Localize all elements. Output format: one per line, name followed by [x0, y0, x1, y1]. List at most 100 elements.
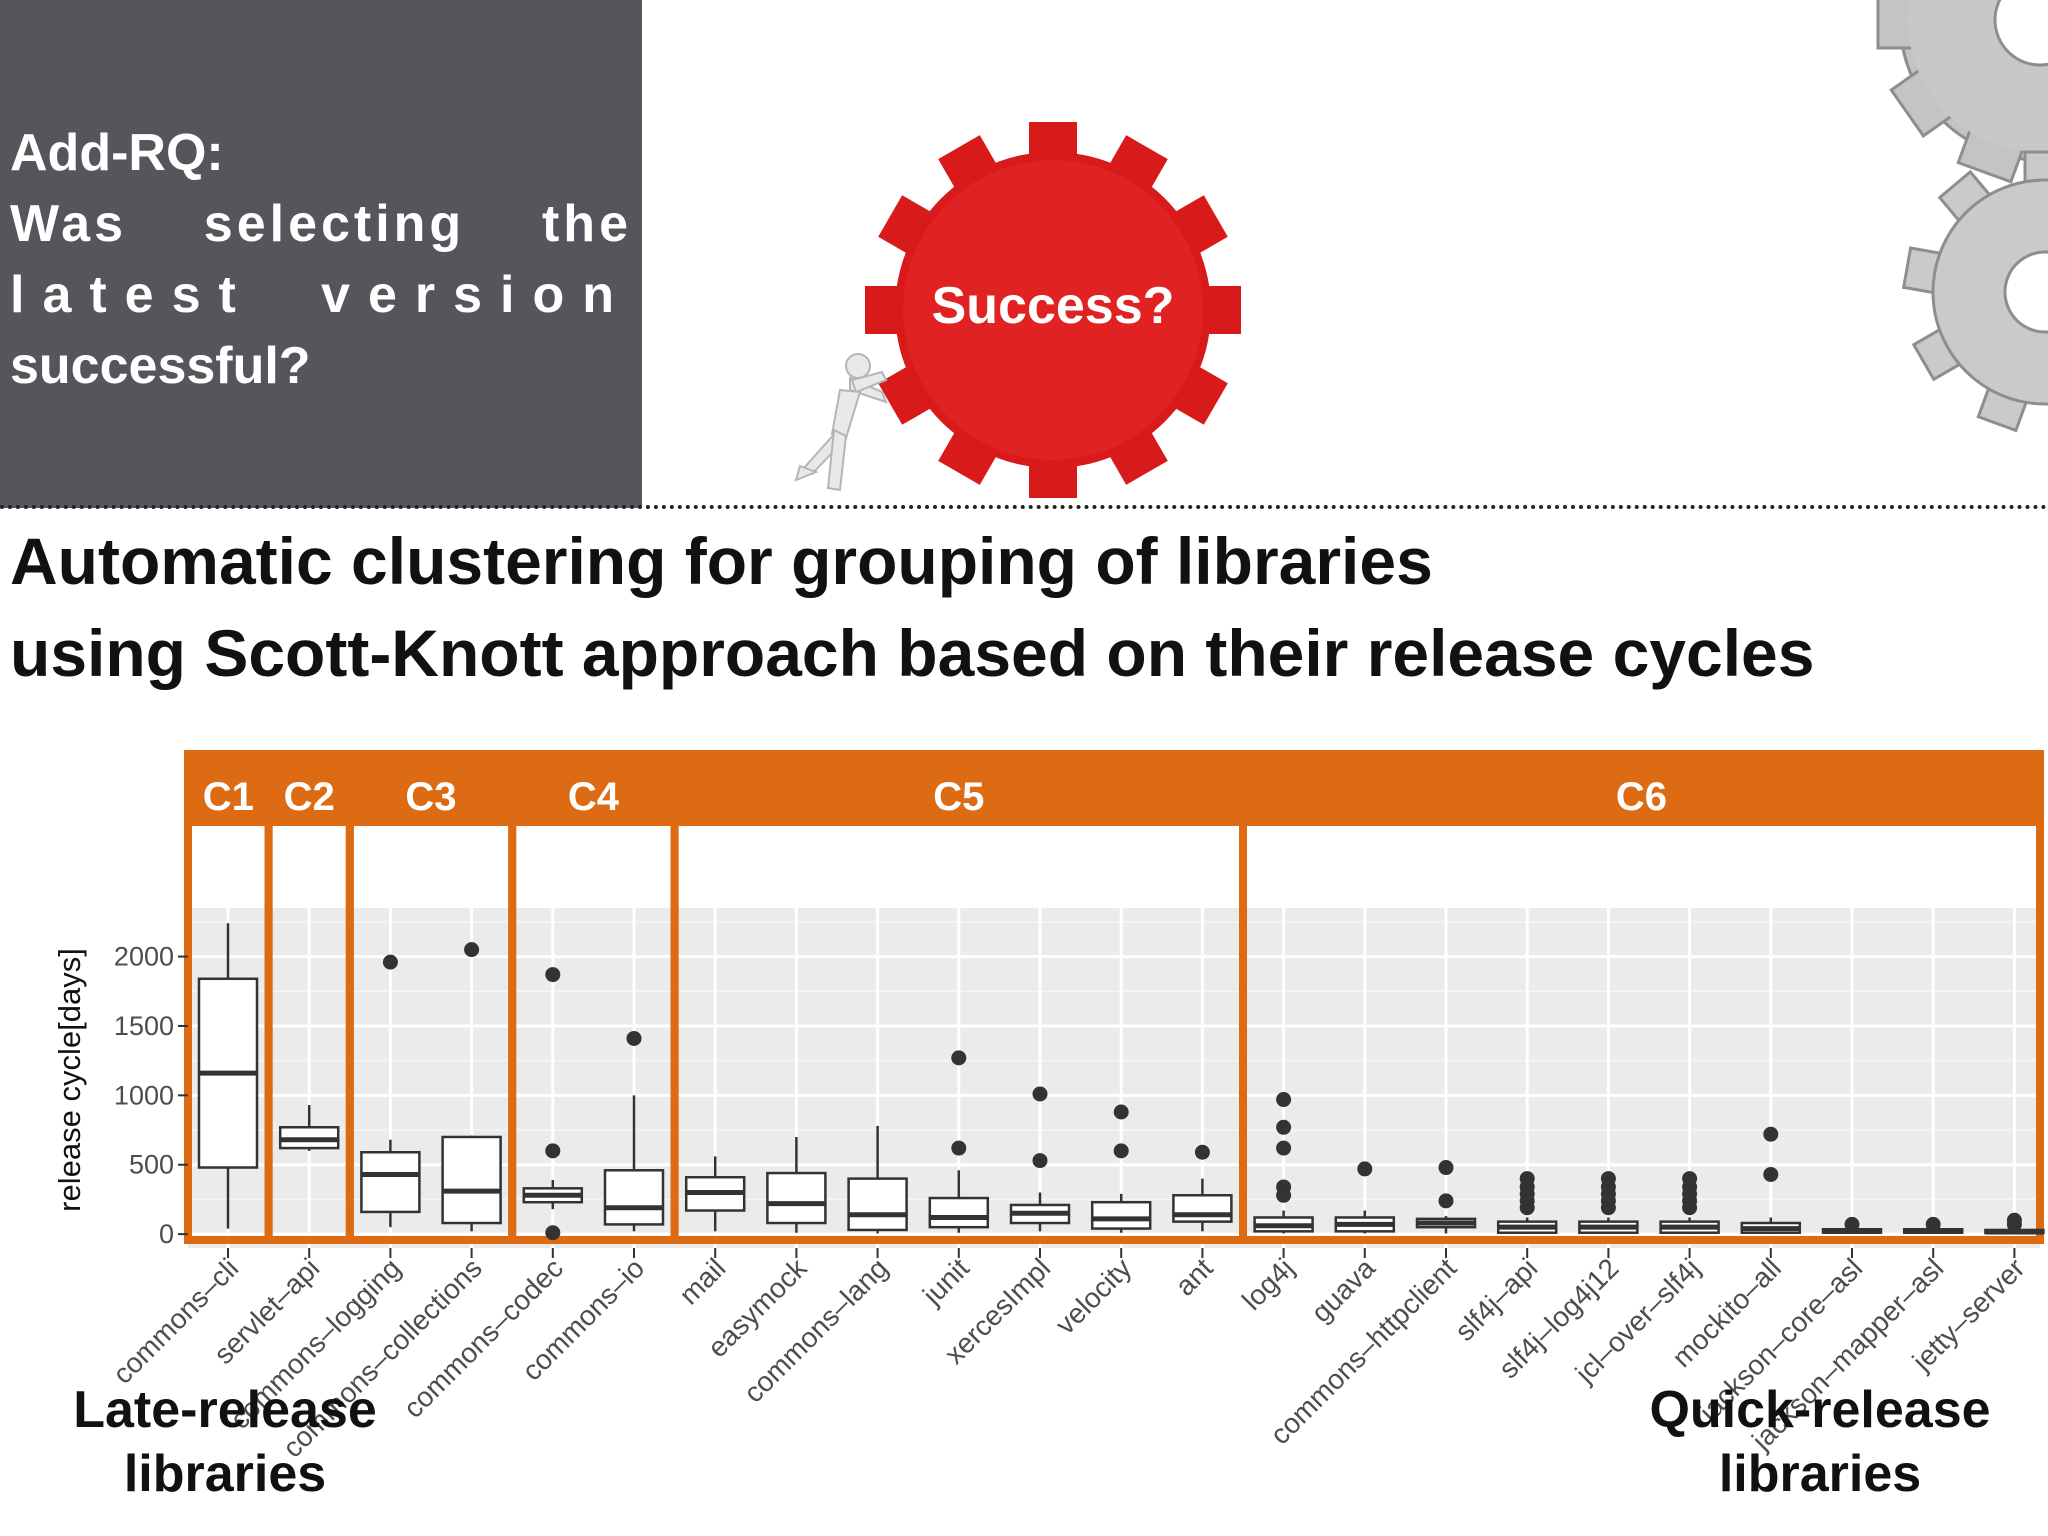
y-tick-label: 0: [159, 1219, 174, 1249]
outlier-point: [1276, 1119, 1292, 1135]
x-tick-label: log4j: [1236, 1252, 1300, 1316]
outlier-point: [1763, 1126, 1779, 1142]
outlier-point: [1844, 1216, 1860, 1232]
x-tick-label: junit: [916, 1252, 975, 1311]
outlier-point: [1763, 1166, 1779, 1182]
outlier-point: [545, 967, 561, 983]
box-2: [278, 1105, 340, 1151]
outlier-point: [626, 1030, 642, 1046]
outlier-point: [951, 1140, 967, 1156]
box-15: [1334, 1161, 1396, 1234]
research-question-text: Add-RQ: Was selecting the latest version…: [10, 118, 632, 402]
outlier-point: [1032, 1153, 1048, 1169]
cluster-label: C1: [203, 775, 254, 819]
research-question-panel: Add-RQ: Was selecting the latest version…: [0, 0, 642, 508]
box-body: [441, 1135, 502, 1225]
outlier-point: [1600, 1200, 1616, 1216]
box-22: [1902, 1216, 1964, 1234]
outlier-point: [2006, 1216, 2022, 1232]
release-cycle-boxplot: C1 C2 C3 C4 C5 C6 0 500 1000 1500 2000 release cyc…: [52, 750, 2045, 1464]
outlier-point: [545, 1225, 561, 1241]
rq-line-1: Was selecting the: [10, 195, 632, 253]
y-tick-label: 1500: [114, 1011, 174, 1041]
box-6: [603, 1030, 665, 1232]
title-line-1: Automatic clustering for grouping of lib…: [10, 524, 1433, 598]
outlier-point: [1682, 1200, 1698, 1216]
y-axis-label: release cycle[days]: [52, 948, 87, 1212]
box-17: [1496, 1171, 1558, 1234]
box-body: [1172, 1194, 1233, 1223]
outlier-point: [1194, 1144, 1210, 1160]
outlier-point: [464, 942, 480, 958]
y-tick-label: 2000: [114, 942, 174, 972]
quick-release-label: Quick-release libraries: [1620, 1378, 2020, 1506]
late-label-line-2: libraries: [123, 1445, 327, 1503]
outlier-point: [1276, 1187, 1292, 1203]
outlier-point: [382, 954, 398, 970]
cluster-label: C3: [405, 775, 456, 819]
box-8: [766, 1136, 827, 1233]
gray-gear-icon: [1876, 0, 2048, 184]
box-11: [1009, 1086, 1071, 1232]
y-tick-label: 500: [129, 1150, 174, 1180]
cluster-label: C6: [1616, 775, 1667, 819]
box-16: [1415, 1160, 1477, 1234]
outlier-point: [1438, 1193, 1454, 1209]
y-tick-label: 1000: [114, 1080, 174, 1110]
box-body: [766, 1171, 827, 1225]
outlier-point: [1925, 1216, 1941, 1232]
pushing-figure-icon: [794, 353, 888, 492]
outlier-point: [1113, 1104, 1129, 1120]
cluster-label: C2: [284, 775, 335, 819]
rq-title: Add-RQ:: [10, 124, 224, 182]
box-4: [441, 942, 502, 1232]
outlier-point: [1519, 1200, 1535, 1216]
x-tick-label: velocity: [1049, 1252, 1137, 1340]
x-tick-label: commons–lang: [738, 1252, 894, 1408]
box-21: [1821, 1216, 1883, 1234]
box-1: [197, 923, 259, 1229]
outlier-point: [951, 1050, 967, 1066]
box-body: [1090, 1200, 1152, 1230]
box-body: [928, 1196, 990, 1229]
outlier-point: [1276, 1092, 1292, 1108]
box-7: [684, 1156, 746, 1232]
gear-label: Success?: [932, 277, 1175, 335]
box-18: [1578, 1171, 1639, 1234]
quick-label-line-2: libraries: [1718, 1445, 1922, 1503]
cluster-label: C5: [933, 775, 984, 819]
quick-label-line-1: Quick-release: [1649, 1381, 1991, 1439]
title-line-2: using Scott-Knott approach based on thei…: [10, 616, 1815, 690]
outlier-point: [1113, 1143, 1129, 1159]
rq-line-3: successful?: [10, 337, 311, 395]
gray-gear-icon: [1901, 150, 2048, 433]
box-23: [1984, 1212, 2045, 1235]
rq-line-2: latest version: [10, 266, 632, 324]
box-3: [360, 954, 421, 1228]
box-20: [1740, 1126, 1802, 1234]
cluster-frames: C1 C2 C3 C4 C5 C6: [184, 750, 2044, 1244]
box-5: [522, 967, 584, 1241]
box-13: [1172, 1144, 1233, 1232]
outlier-point: [1276, 1140, 1292, 1156]
outlier-point: [1032, 1086, 1048, 1102]
x-tick-label: commons–cli: [107, 1252, 244, 1389]
box-body: [847, 1177, 908, 1232]
box-9: [847, 1125, 908, 1234]
cluster-header-band: [186, 754, 2044, 826]
x-tick-label: guava: [1305, 1252, 1381, 1328]
outlier-point: [1357, 1161, 1373, 1177]
box-body: [360, 1150, 421, 1214]
late-label-line-1: Late-release: [73, 1381, 377, 1439]
main-title: Automatic clustering for grouping of lib…: [10, 515, 2040, 699]
section-divider: [0, 505, 2048, 509]
cluster-frame: [1239, 750, 2044, 1244]
late-release-label: Late-release libraries: [40, 1378, 410, 1506]
box-12: [1090, 1104, 1152, 1233]
outlier-point: [545, 1143, 561, 1159]
cluster-label: C4: [568, 775, 620, 819]
box-14: [1253, 1092, 1314, 1234]
box-19: [1659, 1171, 1720, 1234]
box-10: [928, 1050, 990, 1233]
gear-illustration: Success?: [794, 0, 2048, 498]
